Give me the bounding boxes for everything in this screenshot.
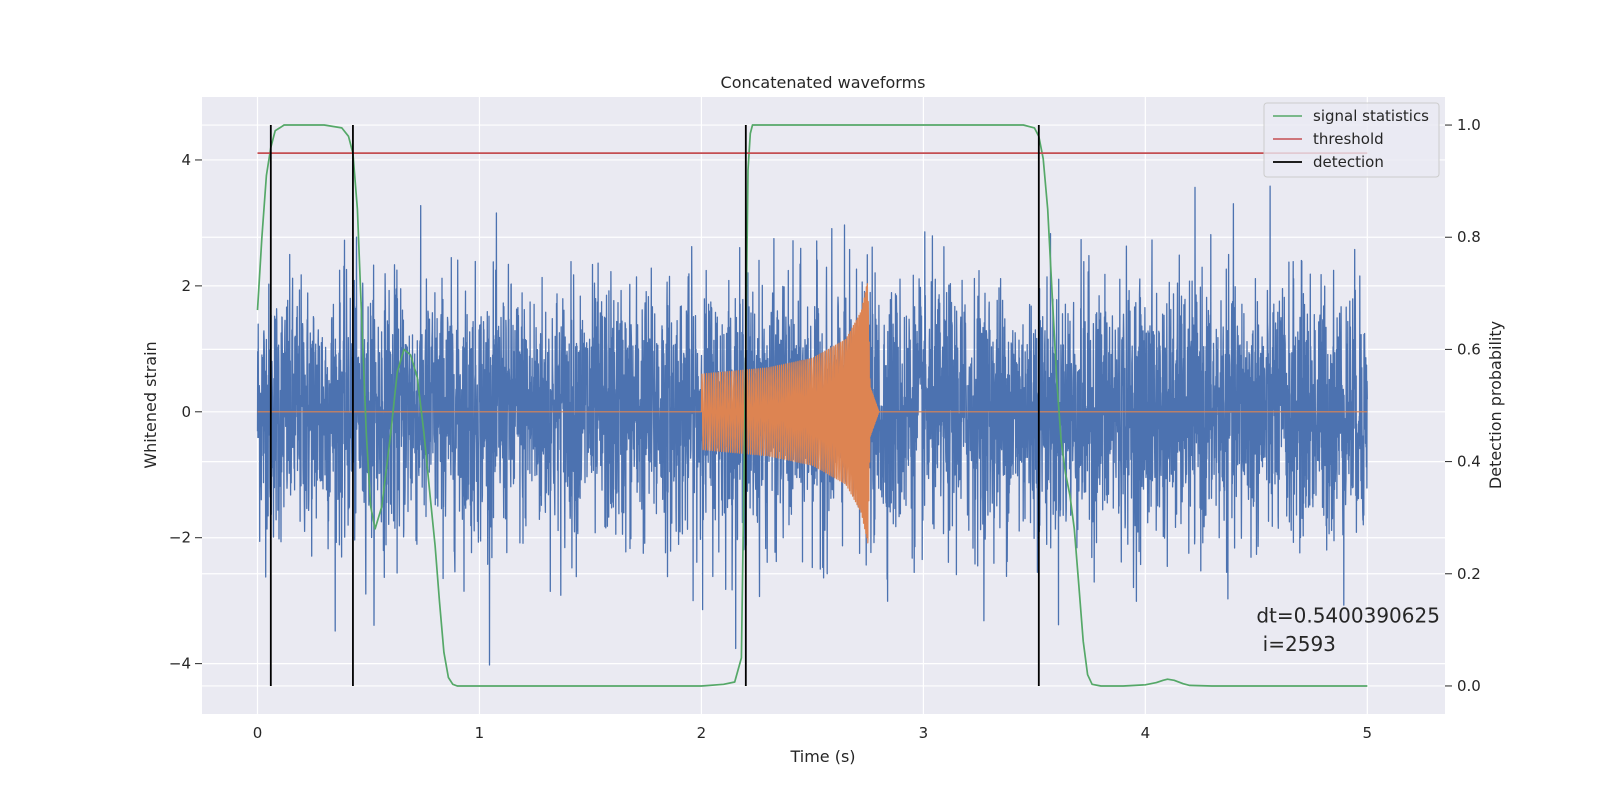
y2-tick-label: 0.4 (1457, 453, 1481, 471)
legend-label-threshold: threshold (1313, 130, 1384, 148)
legend: signal statistics threshold detection (1263, 102, 1440, 178)
y2-axis-label: Detection probability (1486, 321, 1505, 489)
ticks-layer: 0 1 2 3 4 5 −4 −2 0 2 4 0.0 0.2 0.4 0.6 0.8 1.0 (169, 116, 1481, 742)
y-tick-label: −2 (169, 529, 191, 547)
y2-tick-label: 0.0 (1457, 677, 1481, 695)
y-tick-label: 4 (181, 151, 191, 169)
y-axis-label: Whitened strain (141, 341, 160, 468)
series-noise-strain (256, 185, 1368, 666)
legend-label-signal-statistics: signal statistics (1313, 107, 1429, 125)
legend-box (1263, 102, 1440, 178)
y-tick-label: 2 (181, 277, 191, 295)
series-chirp-waveform (257, 283, 1368, 544)
x-tick-label: 5 (1363, 724, 1373, 742)
x-tick-label: 0 (253, 724, 263, 742)
annotation-dt: dt=0.5400390625 (1256, 604, 1440, 628)
y-tick-label: 0 (181, 403, 191, 421)
annotation-index: i=2593 (1256, 632, 1336, 656)
y2-tick-label: 1.0 (1457, 116, 1481, 134)
y2-tick-label: 0.6 (1457, 340, 1481, 358)
y2-tick-label: 0.2 (1457, 565, 1481, 583)
x-tick-label: 3 (919, 724, 929, 742)
series-signal-statistics (256, 124, 1368, 687)
x-axis-label: Time (s) (789, 747, 855, 766)
chart-title: Concatenated waveforms (721, 73, 926, 92)
series-layer (256, 124, 1368, 687)
legend-label-detection: detection (1313, 153, 1384, 171)
y2-tick-label: 0.8 (1457, 228, 1481, 246)
x-tick-label: 1 (475, 724, 485, 742)
y-tick-label: −4 (169, 655, 191, 673)
detections-layer (269, 125, 1040, 686)
x-tick-label: 4 (1141, 724, 1151, 742)
x-tick-label: 2 (697, 724, 707, 742)
